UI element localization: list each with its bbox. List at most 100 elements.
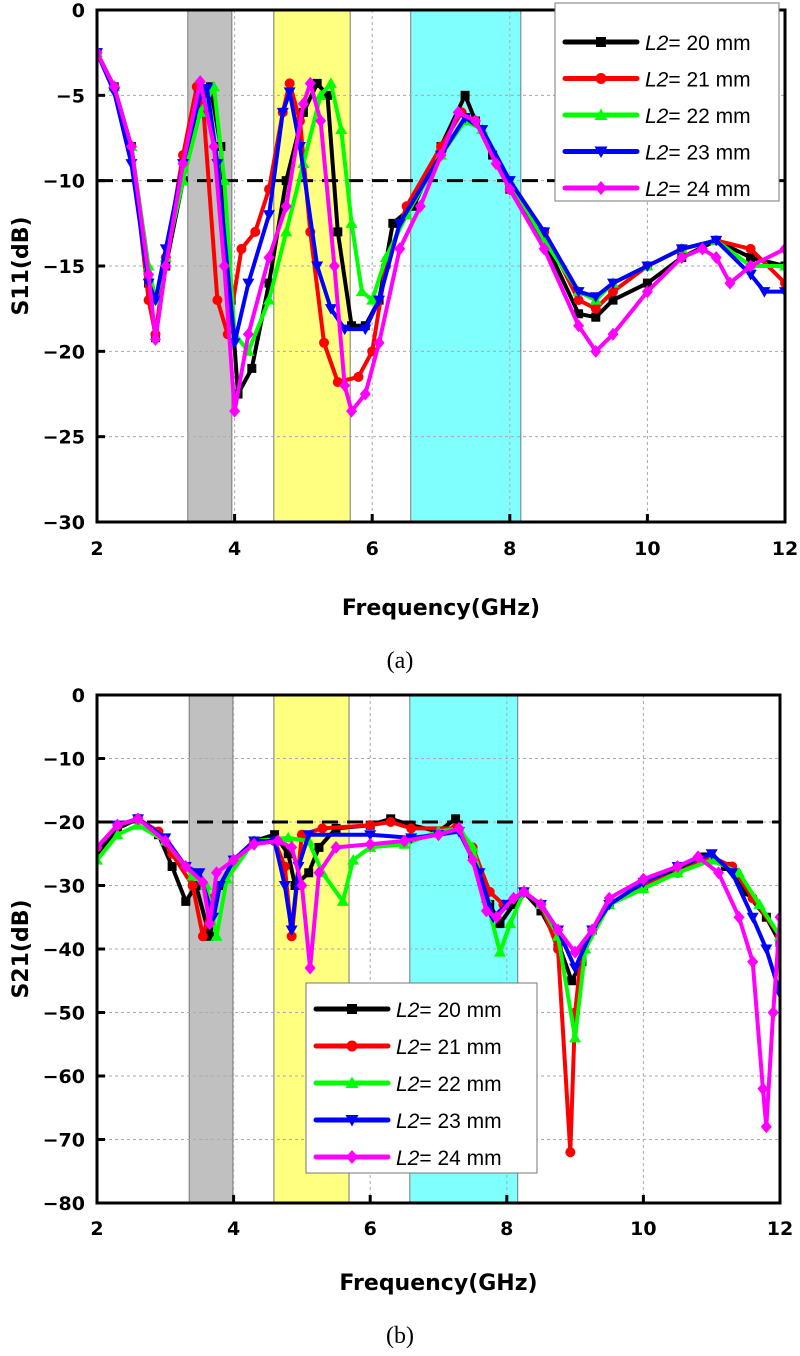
data-point <box>589 292 602 303</box>
legend-label: L2= 23 mm <box>645 142 751 165</box>
legend-marker <box>346 1150 358 1164</box>
data-point <box>302 830 315 841</box>
data-point <box>280 225 293 237</box>
data-point <box>733 910 745 924</box>
data-point <box>724 276 736 290</box>
data-point <box>347 321 357 331</box>
y-tick-label: −60 <box>43 1066 85 1088</box>
data-point <box>339 378 351 392</box>
data-point <box>453 821 465 835</box>
data-point <box>111 828 124 840</box>
data-point <box>569 945 581 959</box>
data-point <box>365 820 376 831</box>
data-point <box>641 261 654 272</box>
data-point <box>283 849 293 859</box>
data-point <box>746 252 756 262</box>
data-point <box>359 324 372 336</box>
data-point <box>319 337 330 348</box>
data-point <box>345 217 358 228</box>
data-point <box>603 891 615 905</box>
legend-marker <box>596 37 606 47</box>
legend-marker <box>345 1076 359 1088</box>
series-line-4 <box>97 816 780 1129</box>
data-point <box>297 97 309 111</box>
data-point <box>281 176 291 186</box>
data-point <box>508 891 520 905</box>
legend-label: L2= 22 mm <box>396 1073 502 1096</box>
data-point <box>229 404 241 418</box>
data-point <box>535 898 547 912</box>
data-point <box>767 1006 779 1019</box>
data-point <box>284 78 295 89</box>
data-point <box>433 828 444 842</box>
data-point <box>286 840 298 854</box>
data-point <box>296 879 308 892</box>
y-tick-label: −15 <box>43 256 85 278</box>
data-point <box>590 344 602 358</box>
data-point <box>753 898 766 910</box>
data-point <box>760 1120 772 1134</box>
data-point <box>304 76 316 90</box>
data-point <box>346 404 358 418</box>
legend-label: L2= 23 mm <box>396 1110 502 1133</box>
data-point <box>263 210 275 221</box>
data-point <box>569 963 582 975</box>
y-tick-label: −50 <box>43 1003 85 1025</box>
data-point <box>197 931 208 942</box>
data-point <box>373 295 386 307</box>
legend-label: L2= 24 mm <box>396 1147 502 1170</box>
data-point <box>167 861 177 871</box>
data-point <box>108 80 120 94</box>
data-point <box>607 278 619 290</box>
data-point <box>160 259 172 273</box>
y-tick-label: −20 <box>43 341 85 363</box>
legend-marker <box>595 181 607 195</box>
data-point <box>393 218 406 230</box>
legend-label: L2= 22 mm <box>645 105 751 128</box>
y-tick-label: −70 <box>43 1130 85 1152</box>
data-point <box>211 866 223 880</box>
x-tick-label: 12 <box>767 1218 793 1240</box>
data-point <box>347 854 360 865</box>
data-point <box>733 866 746 878</box>
data-point <box>503 176 516 187</box>
legend: L2= 20 mm L2= 21 mm L2= 22 mm L2= 23 mm L2= … <box>554 2 780 202</box>
data-point <box>143 268 155 282</box>
data-point <box>642 278 652 288</box>
data-point <box>242 278 255 290</box>
data-point <box>758 287 771 298</box>
data-point <box>125 140 137 154</box>
data-point <box>467 853 479 867</box>
data-point <box>760 944 773 955</box>
data-point <box>149 332 161 346</box>
data-point <box>197 875 209 889</box>
y-tick-label: −10 <box>43 749 85 771</box>
data-point <box>569 1031 582 1043</box>
data-point <box>193 868 206 879</box>
data-point <box>248 837 260 851</box>
series-line-4 <box>97 51 785 414</box>
data-point <box>406 823 417 834</box>
figure-caption: (a) <box>387 648 414 674</box>
data-point <box>586 923 598 937</box>
legend-marker <box>595 73 607 84</box>
data-point <box>676 250 688 264</box>
data-point <box>518 885 530 899</box>
data-point <box>314 842 324 852</box>
data-point <box>567 976 577 986</box>
data-point <box>388 218 398 228</box>
data-point <box>394 242 406 256</box>
data-point <box>228 853 240 867</box>
y-tick-label: −80 <box>43 1193 85 1215</box>
y-tick-label: 0 <box>72 685 85 707</box>
x-axis-title: Frequency(GHz) <box>342 596 540 621</box>
x-tick-label: 6 <box>364 1218 377 1240</box>
data-point <box>236 243 247 254</box>
legend-marker <box>346 1040 358 1052</box>
chart-b: 0 −10 −20 −30 −40 −50 −60 −70 −802 4 6 8 10 12 Frequen… <box>9 685 793 1349</box>
data-point <box>504 182 516 196</box>
data-point <box>355 285 368 297</box>
y-tick-label: −25 <box>43 427 85 449</box>
data-point <box>313 866 325 880</box>
